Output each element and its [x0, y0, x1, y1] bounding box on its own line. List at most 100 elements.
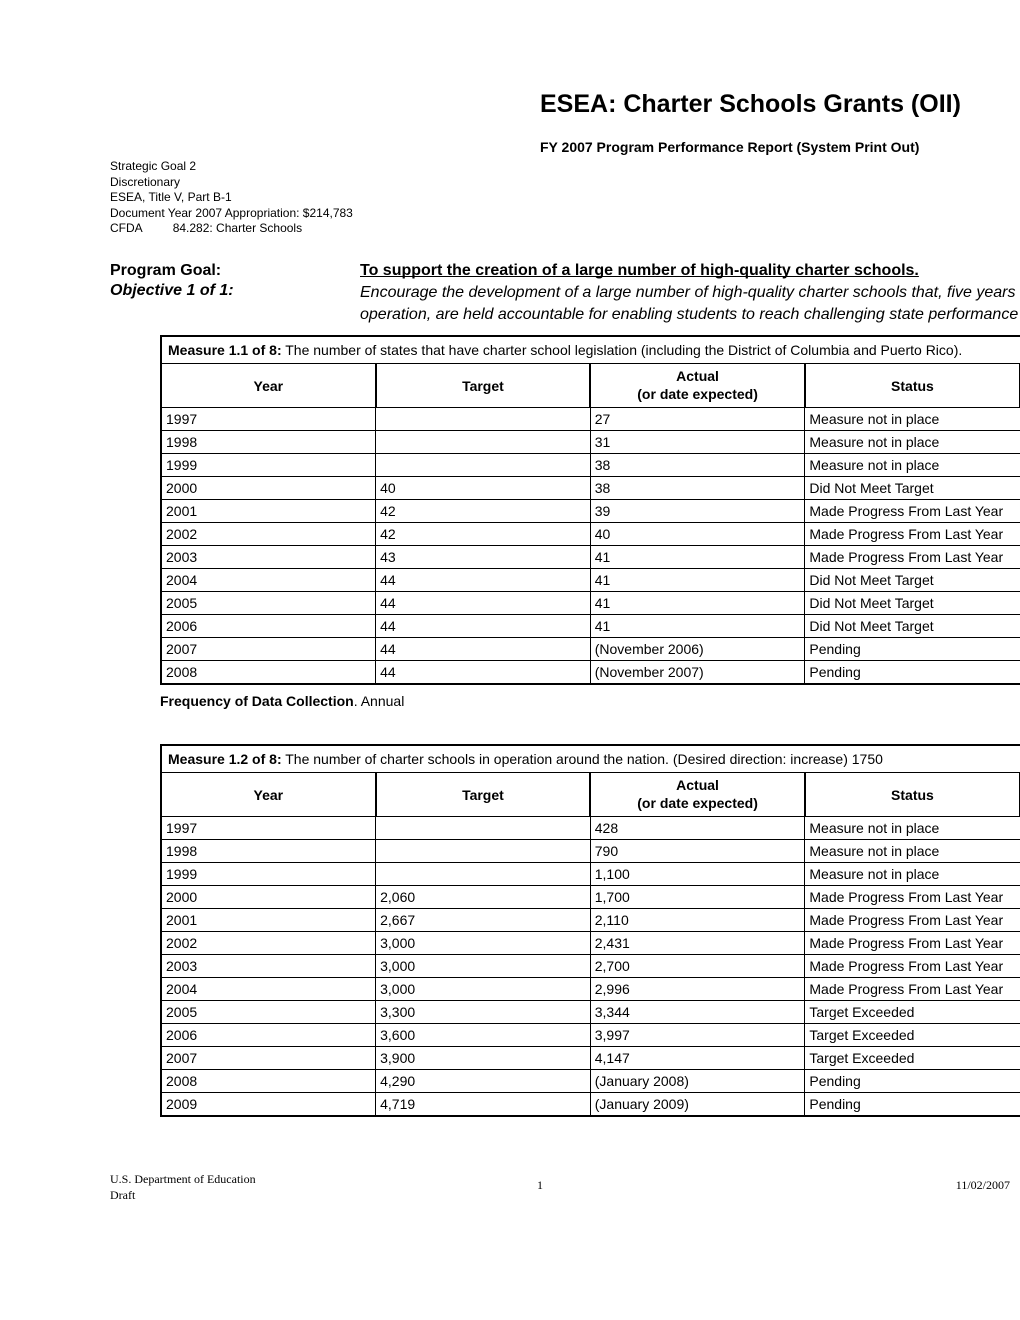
meta-line: Document Year 2007 Appropriation: $214,7…	[110, 206, 1020, 222]
col-actual-l1: Actual	[676, 368, 719, 384]
table-cell: 2003	[161, 546, 376, 569]
program-goal-label: Program Goal:	[110, 262, 360, 280]
table-cell: 2006	[161, 1024, 376, 1047]
table-cell: 39	[590, 500, 805, 523]
table-cell: Made Progress From Last Year	[805, 886, 1020, 909]
col-actual-l2: (or date expected)	[637, 386, 758, 402]
measure-header: Measure 1.2 of 8: The number of charter …	[161, 745, 1020, 773]
footer-date: 11/02/2007	[956, 1178, 1010, 1193]
measure-1-2-block: Measure 1.2 of 8: The number of charter …	[160, 744, 1020, 1117]
table-cell: 31	[590, 431, 805, 454]
measure-1-2-table: Measure 1.2 of 8: The number of charter …	[160, 744, 1020, 1117]
table-cell: 1999	[161, 454, 376, 477]
table-cell: Made Progress From Last Year	[805, 546, 1020, 569]
col-year: Year	[161, 773, 376, 817]
table-cell: (November 2006)	[590, 638, 805, 661]
table-row: 20014239Made Progress From Last Year	[161, 500, 1020, 523]
table-cell: Target Exceeded	[805, 1024, 1020, 1047]
table-cell: 428	[590, 817, 805, 840]
table-cell	[376, 454, 591, 477]
table-cell: 3,600	[376, 1024, 591, 1047]
table-cell: Measure not in place	[805, 840, 1020, 863]
table-row: 200844(November 2007)Pending	[161, 661, 1020, 685]
table-cell: 2008	[161, 661, 376, 685]
table-cell: 44	[376, 661, 591, 685]
table-cell: 3,900	[376, 1047, 591, 1070]
table-cell: 41	[590, 615, 805, 638]
table-cell: 44	[376, 569, 591, 592]
measure-1-1-block: Measure 1.1 of 8: The number of states t…	[160, 335, 1020, 709]
table-cell: 2006	[161, 615, 376, 638]
meta-line: Discretionary	[110, 175, 1020, 191]
table-cell: Made Progress From Last Year	[805, 909, 1020, 932]
table-cell: 44	[376, 638, 591, 661]
objective-label: Objective 1 of 1:	[110, 282, 360, 325]
col-actual-l1: Actual	[676, 777, 719, 793]
table-row: 20063,6003,997Target Exceeded	[161, 1024, 1020, 1047]
table-cell: Made Progress From Last Year	[805, 932, 1020, 955]
table-cell: 3,000	[376, 955, 591, 978]
measure-label: Measure 1.1 of 8:	[168, 342, 282, 358]
table-cell: 3,000	[376, 932, 591, 955]
table-cell: 2000	[161, 886, 376, 909]
measure-header: Measure 1.1 of 8: The number of states t…	[161, 336, 1020, 364]
table-cell: 38	[590, 477, 805, 500]
table-row: 20012,6672,110Made Progress From Last Ye…	[161, 909, 1020, 932]
table-row: 199831Measure not in place	[161, 431, 1020, 454]
table-cell: Pending	[805, 661, 1020, 685]
table-cell: Made Progress From Last Year	[805, 978, 1020, 1001]
table-cell: 2005	[161, 1001, 376, 1024]
table-cell: (January 2008)	[590, 1070, 805, 1093]
table-row: 20023,0002,431Made Progress From Last Ye…	[161, 932, 1020, 955]
table-cell: 2,700	[590, 955, 805, 978]
col-actual: Actual (or date expected)	[590, 773, 805, 817]
table-cell: 2007	[161, 1047, 376, 1070]
table-cell: 2,996	[590, 978, 805, 1001]
measure-text: The number of charter schools in operati…	[282, 751, 883, 767]
table-cell: 3,300	[376, 1001, 591, 1024]
table-cell: Measure not in place	[805, 863, 1020, 886]
table-row: 20094,719(January 2009)Pending	[161, 1093, 1020, 1117]
table-cell: Pending	[805, 638, 1020, 661]
table-cell: Did Not Meet Target	[805, 615, 1020, 638]
objective-line2: operation, are held accountable for enab…	[360, 306, 1020, 323]
meta-block: Strategic Goal 2 Discretionary ESEA, Tit…	[110, 159, 1020, 237]
table-header-row: Year Target Actual (or date expected) St…	[161, 364, 1020, 408]
subtitle: FY 2007 Program Performance Report (Syst…	[540, 139, 1020, 155]
table-row: 20002,0601,700Made Progress From Last Ye…	[161, 886, 1020, 909]
table-cell: 2007	[161, 638, 376, 661]
table-cell: 40	[376, 477, 591, 500]
table-cell: 1997	[161, 408, 376, 431]
table-cell: 38	[590, 454, 805, 477]
table-cell: Made Progress From Last Year	[805, 955, 1020, 978]
program-goal-text: To support the creation of a large numbe…	[360, 262, 919, 280]
table-cell: 2001	[161, 909, 376, 932]
table-row: 20054441Did Not Meet Target	[161, 592, 1020, 615]
table-cell: 44	[376, 615, 591, 638]
table-cell: 3,997	[590, 1024, 805, 1047]
table-cell: 40	[590, 523, 805, 546]
table-cell: 1998	[161, 840, 376, 863]
table-cell: 1998	[161, 431, 376, 454]
table-cell: 2005	[161, 592, 376, 615]
table-cell: 2002	[161, 523, 376, 546]
col-actual: Actual (or date expected)	[590, 364, 805, 408]
table-cell: 3,000	[376, 978, 591, 1001]
footer-org: U.S. Department of Education	[110, 1172, 256, 1186]
objective-text: Encourage the development of a large num…	[360, 282, 1020, 325]
col-target: Target	[376, 364, 591, 408]
table-row: 199727Measure not in place	[161, 408, 1020, 431]
table-row: 199938Measure not in place	[161, 454, 1020, 477]
table-row: 20024240Made Progress From Last Year	[161, 523, 1020, 546]
cfda-value: 84.282: Charter Schools	[173, 221, 302, 235]
table-cell: Did Not Meet Target	[805, 477, 1020, 500]
col-year: Year	[161, 364, 376, 408]
table-cell: 2009	[161, 1093, 376, 1117]
meta-line: ESEA, Title V, Part B-1	[110, 190, 1020, 206]
cfda-label: CFDA	[110, 221, 143, 235]
table-cell: Made Progress From Last Year	[805, 523, 1020, 546]
table-cell: 4,719	[376, 1093, 591, 1117]
table-cell: Made Progress From Last Year	[805, 500, 1020, 523]
table-cell: 27	[590, 408, 805, 431]
table-row: 20004038Did Not Meet Target	[161, 477, 1020, 500]
